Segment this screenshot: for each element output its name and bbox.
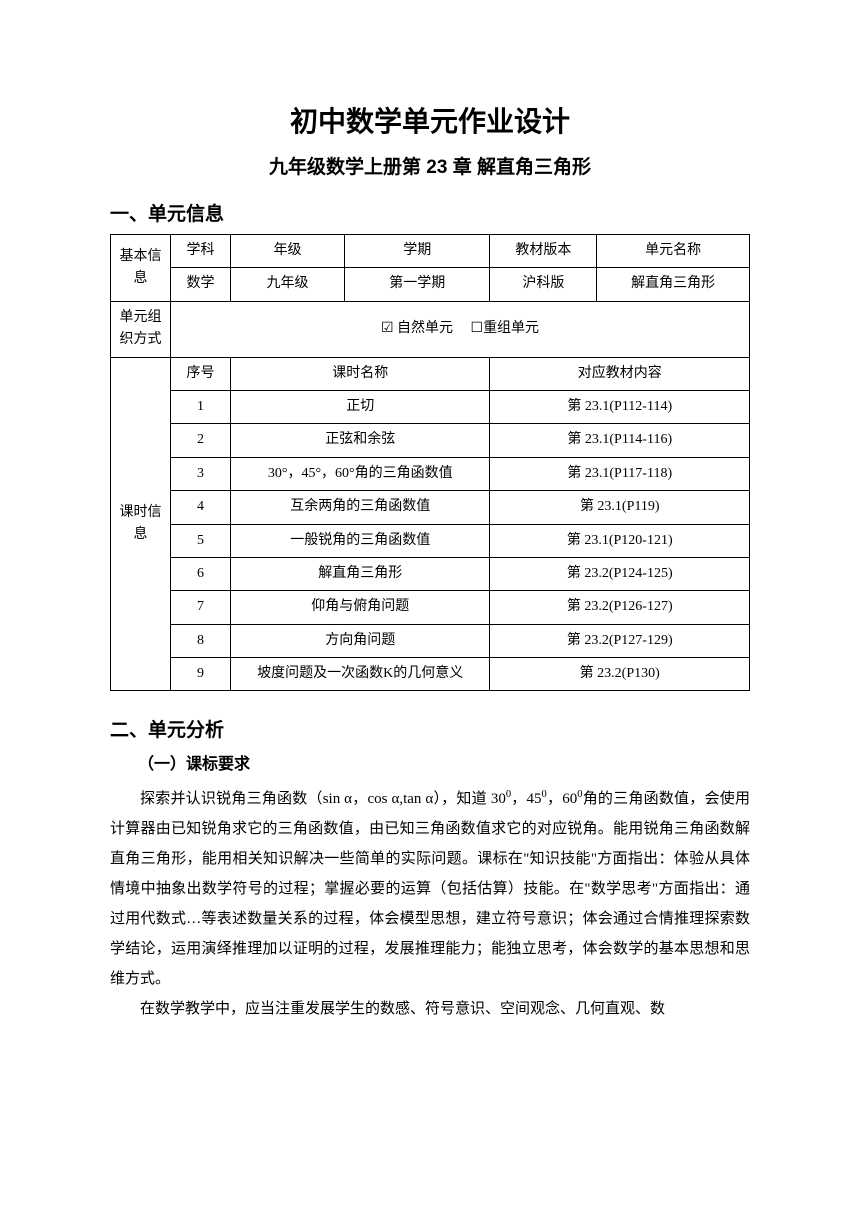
table-cell: 8 — [171, 624, 231, 657]
table-cell: 1 — [171, 390, 231, 423]
table-row: 2 正弦和余弦 第 23.1(P114-116) — [111, 424, 750, 457]
table-cell: 2 — [171, 424, 231, 457]
table-cell: 方向角问题 — [231, 624, 490, 657]
table-row: 基本信息 学科 年级 学期 教材版本 单元名称 — [111, 235, 750, 268]
lesson-info-label: 课时信息 — [111, 357, 171, 691]
basic-info-label: 基本信息 — [111, 235, 171, 302]
table-header: 年级 — [231, 235, 345, 268]
table-cell: 正切 — [231, 390, 490, 423]
table-cell: 第 23.1(P119) — [490, 491, 750, 524]
table-cell: 解直角三角形 — [597, 268, 750, 301]
option-label: 重组单元 — [483, 321, 539, 336]
table-header: 学期 — [345, 235, 490, 268]
table-cell: 第 23.2(P130) — [490, 658, 750, 691]
table-row: 1 正切 第 23.1(P112-114) — [111, 390, 750, 423]
table-row: 单元组织方式 ☑ 自然单元 ☐重组单元 — [111, 301, 750, 357]
checkbox-unchecked-icon: ☐ — [471, 321, 484, 336]
section-1-heading: 一、单元信息 — [110, 199, 750, 226]
paragraph-2: 在数学教学中，应当注重发展学生的数感、符号意识、空间观念、几何直观、数 — [110, 994, 750, 1024]
table-header: 教材版本 — [490, 235, 597, 268]
table-header: 课时名称 — [231, 357, 490, 390]
section-2-heading: 二、单元分析 — [110, 715, 750, 742]
table-row: 课时信息 序号 课时名称 对应教材内容 — [111, 357, 750, 390]
table-row: 7 仰角与俯角问题 第 23.2(P126-127) — [111, 591, 750, 624]
table-cell: 第一学期 — [345, 268, 490, 301]
table-cell: 第 23.1(P120-121) — [490, 524, 750, 557]
section-2-sub-heading: （一）课标要求 — [138, 750, 750, 774]
table-row: 5 一般锐角的三角函数值 第 23.1(P120-121) — [111, 524, 750, 557]
table-cell: 坡度问题及一次函数K的几何意义 — [231, 658, 490, 691]
table-row: 4 互余两角的三角函数值 第 23.1(P119) — [111, 491, 750, 524]
table-cell: 正弦和余弦 — [231, 424, 490, 457]
table-cell: 九年级 — [231, 268, 345, 301]
table-cell: 沪科版 — [490, 268, 597, 301]
table-row: 8 方向角问题 第 23.2(P127-129) — [111, 624, 750, 657]
table-cell: 3 — [171, 457, 231, 490]
table-cell: 第 23.2(P124-125) — [490, 557, 750, 590]
checkbox-checked-icon: ☑ — [381, 321, 394, 336]
unit-org-label: 单元组织方式 — [111, 301, 171, 357]
table-header: 学科 — [171, 235, 231, 268]
table-cell: 7 — [171, 591, 231, 624]
table-row: 数学 九年级 第一学期 沪科版 解直角三角形 — [111, 268, 750, 301]
table-cell: 第 23.1(P114-116) — [490, 424, 750, 457]
table-cell: 5 — [171, 524, 231, 557]
option-label: 自然单元 — [397, 321, 453, 336]
table-header: 对应教材内容 — [490, 357, 750, 390]
table-cell: 仰角与俯角问题 — [231, 591, 490, 624]
table-row: 3 30°，45°，60°角的三角函数值 第 23.1(P117-118) — [111, 457, 750, 490]
table-cell: 第 23.1(P112-114) — [490, 390, 750, 423]
unit-info-table: 基本信息 学科 年级 学期 教材版本 单元名称 数学 九年级 第一学期 沪科版 … — [110, 234, 750, 691]
table-cell: 第 23.1(P117-118) — [490, 457, 750, 490]
table-cell: 解直角三角形 — [231, 557, 490, 590]
table-cell: 9 — [171, 658, 231, 691]
table-cell: 一般锐角的三角函数值 — [231, 524, 490, 557]
table-row: 9 坡度问题及一次函数K的几何意义 第 23.2(P130) — [111, 658, 750, 691]
subtitle: 九年级数学上册第 23 章 解直角三角形 — [110, 152, 750, 179]
unit-org-options: ☑ 自然单元 ☐重组单元 — [171, 301, 750, 357]
table-header: 序号 — [171, 357, 231, 390]
table-cell: 6 — [171, 557, 231, 590]
main-title: 初中数学单元作业设计 — [110, 100, 750, 140]
table-cell: 数学 — [171, 268, 231, 301]
table-cell: 第 23.2(P126-127) — [490, 591, 750, 624]
table-cell: 4 — [171, 491, 231, 524]
table-row: 6 解直角三角形 第 23.2(P124-125) — [111, 557, 750, 590]
table-cell: 互余两角的三角函数值 — [231, 491, 490, 524]
table-cell: 第 23.2(P127-129) — [490, 624, 750, 657]
paragraph-1: 探索并认识锐角三角函数（sin α，cos α,tan α），知道 300，45… — [110, 784, 750, 994]
table-header: 单元名称 — [597, 235, 750, 268]
table-cell: 30°，45°，60°角的三角函数值 — [231, 457, 490, 490]
